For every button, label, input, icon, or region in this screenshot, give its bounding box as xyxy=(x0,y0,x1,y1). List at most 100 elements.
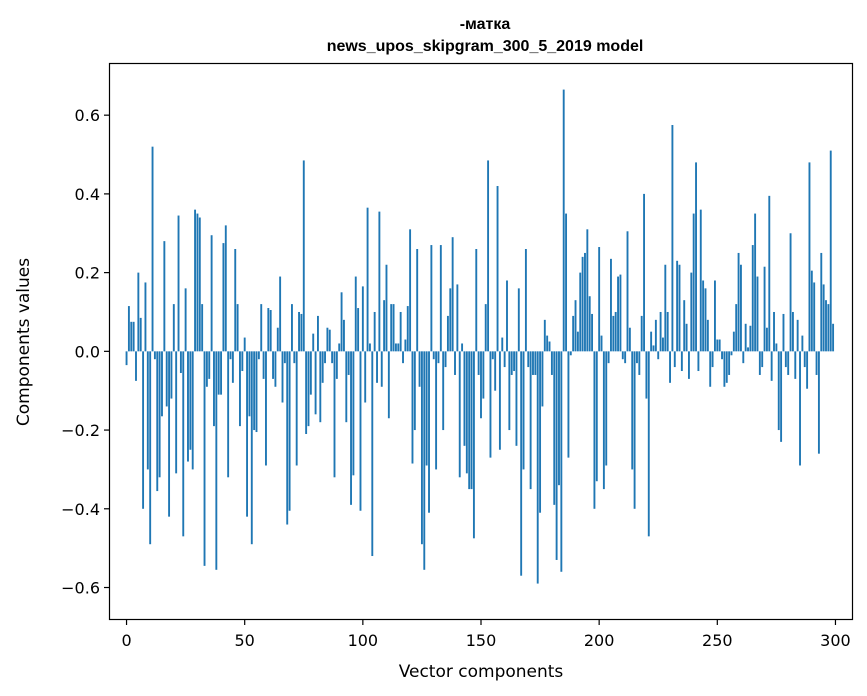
bar-141 xyxy=(458,351,461,478)
bar-57 xyxy=(260,304,263,352)
bar-225 xyxy=(657,351,660,360)
bar-40 xyxy=(220,351,223,395)
bar-5 xyxy=(137,272,140,352)
bar-275 xyxy=(775,343,778,352)
bar-60 xyxy=(267,308,270,352)
bar-100 xyxy=(361,286,364,352)
bar-260 xyxy=(739,264,742,352)
bar-147 xyxy=(472,351,475,539)
y-tick-label: −0.2 xyxy=(61,421,100,440)
bar-19 xyxy=(170,351,173,399)
x-tick-label: 50 xyxy=(235,631,255,650)
bar-128 xyxy=(428,351,430,513)
bar-85 xyxy=(326,327,329,352)
bar-239 xyxy=(690,272,693,352)
bar-115 xyxy=(397,343,400,352)
bar-292 xyxy=(815,351,818,375)
bar-54 xyxy=(253,351,256,431)
bar-172 xyxy=(532,351,534,375)
bar-219 xyxy=(643,193,645,352)
bar-180 xyxy=(550,351,553,375)
bar-98 xyxy=(357,308,360,352)
bar-139 xyxy=(454,351,456,375)
bar-47 xyxy=(236,304,239,352)
x-tick-label: 250 xyxy=(702,631,733,650)
bar-295 xyxy=(822,284,825,352)
bar-166 xyxy=(517,288,520,352)
bar-273 xyxy=(770,351,773,381)
bar-50 xyxy=(243,337,246,352)
bar-11 xyxy=(151,146,154,352)
bar-67 xyxy=(283,351,286,364)
bar-188 xyxy=(569,351,572,356)
bar-104 xyxy=(371,351,374,557)
bar-153 xyxy=(487,160,490,352)
x-tick-label: 150 xyxy=(466,631,497,650)
x-tick-label: 100 xyxy=(348,631,379,650)
bar-10 xyxy=(149,351,152,545)
bar-228 xyxy=(664,264,667,352)
bar-79 xyxy=(312,333,315,352)
bar-203 xyxy=(605,351,608,466)
bar-151 xyxy=(482,351,485,399)
bar-185 xyxy=(562,89,565,352)
bar-91 xyxy=(340,292,343,352)
bar-133 xyxy=(439,245,442,352)
bar-192 xyxy=(579,272,582,352)
bar-249 xyxy=(714,280,716,352)
y-tick-label: −0.6 xyxy=(61,579,100,598)
bar-220 xyxy=(645,351,648,399)
bar-189 xyxy=(572,315,575,352)
bar-191 xyxy=(576,331,579,352)
bar-73 xyxy=(298,311,300,352)
bar-102 xyxy=(366,207,369,352)
bar-110 xyxy=(385,264,388,352)
bar-287 xyxy=(803,351,806,368)
bar-119 xyxy=(406,306,409,352)
bar-120 xyxy=(409,229,412,352)
bar-182 xyxy=(555,351,558,560)
bar-266 xyxy=(754,213,757,352)
bar-6 xyxy=(139,317,142,352)
bar-175 xyxy=(539,351,542,513)
bar-16 xyxy=(163,241,166,352)
bar-213 xyxy=(628,327,631,352)
bar-43 xyxy=(227,351,230,478)
bar-80 xyxy=(314,351,317,415)
bar-90 xyxy=(338,343,341,352)
bar-274 xyxy=(773,311,775,352)
bar-263 xyxy=(747,347,749,352)
y-axis-label: Components values xyxy=(14,258,34,426)
bar-240 xyxy=(692,213,695,352)
bar-77 xyxy=(307,351,310,427)
bar-33 xyxy=(203,351,206,566)
bar-126 xyxy=(423,351,426,570)
bar-53 xyxy=(250,351,253,545)
bar-270 xyxy=(763,266,766,352)
bar-211 xyxy=(624,351,627,364)
bar-174 xyxy=(536,351,539,584)
y-tick-label: 0.0 xyxy=(75,342,100,361)
bar-29 xyxy=(194,209,197,352)
bar-61 xyxy=(269,310,272,352)
bar-215 xyxy=(633,351,636,509)
bar-156 xyxy=(494,351,497,391)
x-tick-label: 0 xyxy=(121,631,131,650)
bar-121 xyxy=(411,351,414,464)
bar-158 xyxy=(498,351,501,450)
bar-41 xyxy=(222,243,225,352)
bar-221 xyxy=(647,351,650,537)
bars-group xyxy=(125,89,835,584)
bar-283 xyxy=(794,351,797,379)
bar-198 xyxy=(593,351,596,509)
bar-261 xyxy=(742,351,745,364)
bar-161 xyxy=(506,280,508,352)
bar-97 xyxy=(354,276,357,352)
x-tick-label: 300 xyxy=(820,631,851,650)
bar-173 xyxy=(534,351,537,375)
bar-186 xyxy=(565,213,568,352)
bar-105 xyxy=(373,311,376,352)
bar-63 xyxy=(274,351,277,387)
bar-87 xyxy=(331,351,334,364)
bar-46 xyxy=(234,249,237,352)
